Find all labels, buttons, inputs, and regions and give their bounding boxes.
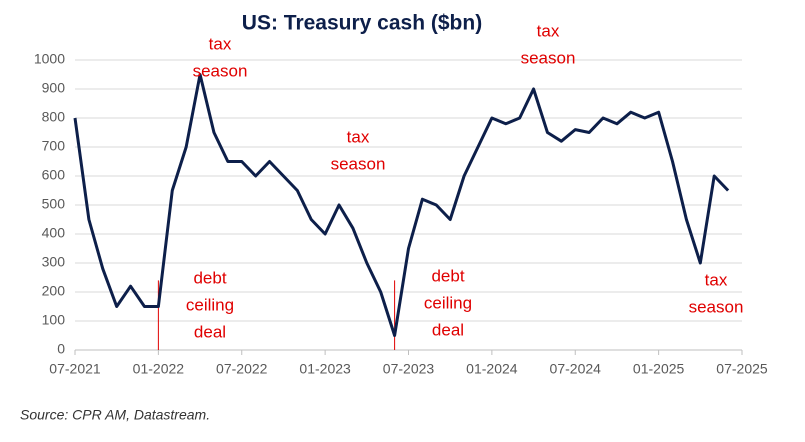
annotation: debt xyxy=(431,266,464,285)
y-tick-label: 500 xyxy=(42,196,66,212)
y-tick-label: 900 xyxy=(42,80,66,96)
annotation: tax xyxy=(537,21,560,40)
source: Source: CPR AM, Datastream. xyxy=(20,407,210,423)
x-tick-label: 01-2025 xyxy=(633,361,685,377)
x-tick-label: 07-2024 xyxy=(550,361,602,377)
y-tick-label: 0 xyxy=(57,341,65,357)
x-tick-label: 07-2022 xyxy=(216,361,268,377)
annotation: season xyxy=(331,154,386,173)
x-tick-label: 01-2022 xyxy=(133,361,185,377)
y-tick-label: 800 xyxy=(42,109,66,125)
annotation: season xyxy=(521,48,576,67)
x-tick-label: 07-2021 xyxy=(49,361,101,377)
annotation: season xyxy=(193,61,248,80)
annotation: tax xyxy=(705,270,728,289)
chart-title: US: Treasury cash ($bn) xyxy=(242,12,482,35)
y-tick-label: 700 xyxy=(42,138,66,154)
annotation: tax xyxy=(209,34,232,53)
y-tick-label: 400 xyxy=(42,225,66,241)
y-tick-label: 600 xyxy=(42,167,66,183)
y-tick-label: 1000 xyxy=(34,51,65,67)
y-tick-label: 200 xyxy=(42,283,66,299)
annotation: ceiling xyxy=(424,293,472,312)
annotation: season xyxy=(689,297,744,316)
x-tick-label: 01-2024 xyxy=(466,361,518,377)
annotation: deal xyxy=(432,320,464,339)
annotation: deal xyxy=(194,322,226,341)
line-series xyxy=(73,73,730,337)
y-tick-label: 100 xyxy=(42,312,66,328)
x-tick-label: 01-2023 xyxy=(299,361,351,377)
x-tick-label: 07-2023 xyxy=(383,361,435,377)
y-tick-label: 300 xyxy=(42,254,66,270)
annotation: tax xyxy=(347,127,370,146)
x-tick-label: 07-2025 xyxy=(716,361,768,377)
annotation: debt xyxy=(193,268,226,287)
annotation: ceiling xyxy=(186,295,234,314)
